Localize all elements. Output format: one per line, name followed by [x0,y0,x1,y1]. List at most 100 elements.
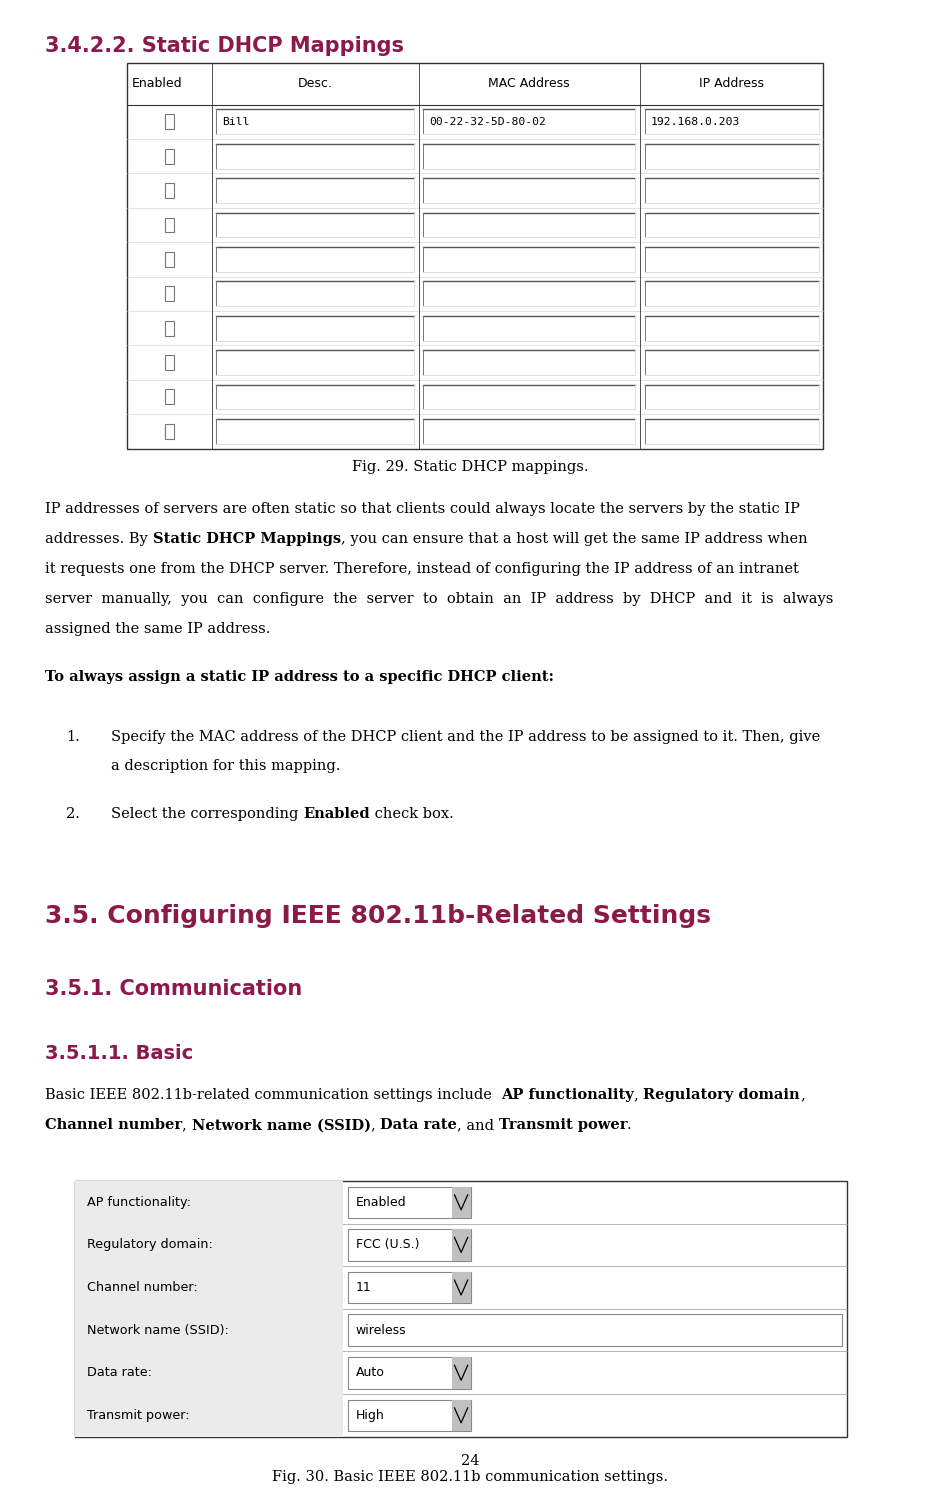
Text: To always assign a static IP address to a specific DHCP client:: To always assign a static IP address to … [45,670,554,683]
Bar [165,287,174,302]
Bar [348,1229,470,1260]
Bar [452,1187,470,1218]
Text: Fig. 29. Static DHCP mappings.: Fig. 29. Static DHCP mappings. [352,460,589,474]
Text: 11: 11 [356,1281,372,1295]
Bar [75,1393,343,1437]
Bar [423,419,635,444]
Bar [165,425,174,440]
Text: Enabled: Enabled [132,78,183,90]
Bar [165,253,174,268]
Text: 00-22-32-5D-80-02: 00-22-32-5D-80-02 [429,117,546,127]
Text: Bill: Bill [222,117,249,127]
Text: Static DHCP Mappings: Static DHCP Mappings [152,532,341,546]
Bar [645,315,819,341]
Bar [165,321,174,336]
Text: Basic IEEE 802.11b-related communication settings include: Basic IEEE 802.11b-related communication… [45,1088,502,1102]
Text: Channel number:: Channel number: [87,1281,198,1295]
Text: IP addresses of servers are often static so that clients could always locate the: IP addresses of servers are often static… [45,502,800,516]
Text: AP functionality:: AP functionality: [87,1196,191,1209]
Bar [423,281,635,306]
Text: addresses. By: addresses. By [45,532,152,546]
Text: 3.5.1.1. Basic: 3.5.1.1. Basic [45,1044,194,1063]
Text: 192.168.0.203: 192.168.0.203 [650,117,740,127]
Bar [645,350,819,375]
Text: ,: , [183,1118,192,1132]
Text: Enabled: Enabled [303,807,370,821]
Text: ,: , [371,1118,380,1132]
Bar [75,1181,847,1437]
Bar [452,1229,470,1260]
Text: High: High [356,1408,385,1422]
Text: 2.: 2. [66,807,80,821]
Bar [645,144,819,169]
Bar [348,1187,470,1218]
Bar [645,178,819,203]
Bar [645,109,819,135]
Bar [423,212,635,238]
Text: ,: , [634,1088,644,1102]
Bar [216,419,414,444]
Bar [423,144,635,169]
Bar [216,144,414,169]
Bar [165,390,174,405]
Bar [216,212,414,238]
Bar [348,1272,470,1304]
Bar [645,212,819,238]
Text: it requests one from the DHCP server. Therefore, instead of configuring the IP a: it requests one from the DHCP server. Th… [45,562,799,576]
Bar [165,150,174,164]
Bar [216,109,414,135]
Text: Select the corresponding: Select the corresponding [111,807,303,821]
Bar [423,247,635,272]
Text: Channel number: Channel number [45,1118,183,1132]
Text: check box.: check box. [370,807,454,821]
Text: server  manually,  you  can  configure  the  server  to  obtain  an  IP  address: server manually, you can configure the s… [45,592,834,605]
Text: Transmit power:: Transmit power: [87,1408,189,1422]
Bar [348,1399,470,1431]
Bar [127,63,823,449]
Bar [645,384,819,410]
Bar [423,178,635,203]
Bar [75,1351,343,1393]
Text: IP Address: IP Address [699,78,764,90]
Bar [452,1272,470,1304]
Bar [216,315,414,341]
Text: ,: , [800,1088,805,1102]
Text: FCC (U.S.): FCC (U.S.) [356,1238,419,1251]
Text: , you can ensure that a host will get the same IP address when: , you can ensure that a host will get th… [341,532,807,546]
Text: AP functionality: AP functionality [502,1088,634,1102]
Text: 3.5. Configuring IEEE 802.11b-Related Settings: 3.5. Configuring IEEE 802.11b-Related Se… [45,904,711,928]
Text: Transmit power: Transmit power [499,1118,627,1132]
Text: 3.5.1. Communication: 3.5.1. Communication [45,979,302,999]
Text: Auto: Auto [356,1366,385,1380]
Bar [216,350,414,375]
Bar [216,178,414,203]
Bar [216,384,414,410]
Text: Data rate: Data rate [380,1118,457,1132]
Bar [165,115,174,130]
Text: 1.: 1. [66,730,80,743]
Text: Network name (SSID):: Network name (SSID): [87,1323,229,1337]
Bar [348,1357,470,1389]
Text: Fig. 30. Basic IEEE 802.11b communication settings.: Fig. 30. Basic IEEE 802.11b communicatio… [273,1470,668,1483]
Text: , and: , and [457,1118,499,1132]
Text: MAC Address: MAC Address [488,78,570,90]
Bar [645,247,819,272]
Text: Regulatory domain: Regulatory domain [644,1088,800,1102]
Text: 24: 24 [461,1455,480,1468]
Bar [75,1266,343,1310]
Bar [216,247,414,272]
Bar [423,350,635,375]
Bar [645,419,819,444]
Text: Specify the MAC address of the DHCP client and the IP address to be assigned to : Specify the MAC address of the DHCP clie… [111,730,821,743]
Bar [165,184,174,199]
Bar [75,1310,343,1351]
Bar [645,281,819,306]
Text: wireless: wireless [356,1323,407,1337]
Text: 3.4.2.2. Static DHCP Mappings: 3.4.2.2. Static DHCP Mappings [45,36,405,55]
Bar [452,1357,470,1389]
Text: .: . [627,1118,631,1132]
Bar [75,1181,343,1223]
Bar [75,1223,343,1266]
Text: Data rate:: Data rate: [87,1366,152,1380]
Bar [423,384,635,410]
